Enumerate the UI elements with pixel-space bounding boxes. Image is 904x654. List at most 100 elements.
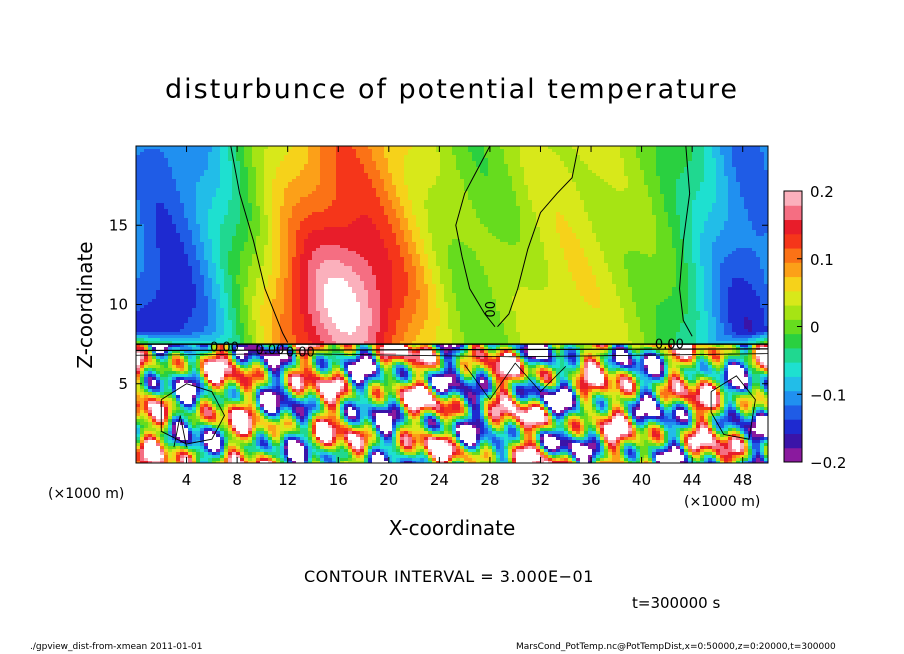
heatmap-cell: [388, 200, 393, 204]
heatmap-cell: [344, 161, 349, 165]
heatmap-cell: [320, 155, 325, 159]
heatmap-cell: [652, 227, 657, 231]
heatmap-cell: [144, 194, 149, 198]
heatmap-cell: [620, 209, 625, 213]
heatmap-cell: [720, 191, 725, 195]
heatmap-cell: [752, 167, 757, 171]
heatmap-cell: [332, 146, 337, 150]
heatmap-cell: [756, 218, 761, 222]
heatmap-cell: [512, 161, 517, 165]
heatmap-cell: [740, 212, 745, 216]
heatmap-cell: [760, 203, 765, 207]
heatmap-cell: [240, 212, 245, 216]
heatmap-cell: [676, 206, 681, 210]
heatmap-cell: [464, 170, 469, 174]
heatmap-cell: [516, 209, 521, 213]
heatmap-cell: [372, 215, 377, 219]
heatmap-cell: [636, 191, 641, 195]
heatmap-cell: [328, 188, 333, 192]
heatmap-cell: [244, 146, 249, 150]
heatmap-cell: [348, 179, 353, 183]
heatmap-cell: [444, 209, 449, 213]
heatmap-cell: [692, 185, 697, 189]
heatmap-cell: [344, 164, 349, 168]
heatmap-cell: [480, 173, 485, 177]
heatmap-cell: [256, 158, 261, 162]
heatmap-cell: [260, 236, 265, 240]
heatmap-cell: [704, 182, 709, 186]
heatmap-cell: [304, 227, 309, 231]
heatmap-cell: [316, 182, 321, 186]
heatmap-cell: [716, 155, 721, 159]
heatmap-cell: [544, 179, 549, 183]
heatmap-cell: [548, 206, 553, 210]
heatmap-cell: [440, 161, 445, 165]
heatmap-cell: [152, 164, 157, 168]
heatmap-cell: [740, 230, 745, 234]
heatmap-cell: [576, 197, 581, 201]
heatmap-cell: [456, 239, 461, 243]
heatmap-cell: [692, 164, 697, 168]
heatmap-cell: [508, 173, 513, 177]
heatmap-cell: [664, 155, 669, 159]
heatmap-cell: [700, 176, 705, 180]
heatmap-cell: [408, 194, 413, 198]
heatmap-cell: [464, 221, 469, 225]
heatmap-cell: [372, 233, 377, 237]
heatmap-cell: [436, 191, 441, 195]
heatmap-cell: [512, 224, 517, 228]
heatmap-cell: [600, 164, 605, 168]
heatmap-cell: [276, 191, 281, 195]
heatmap-cell: [244, 170, 249, 174]
heatmap-cell: [152, 236, 157, 240]
heatmap-cell: [548, 173, 553, 177]
heatmap-cell: [232, 167, 237, 171]
heatmap-cell: [212, 158, 217, 162]
heatmap-cell: [312, 161, 317, 165]
heatmap-cell: [200, 233, 205, 237]
heatmap-cell: [508, 239, 513, 243]
heatmap-cell: [148, 221, 153, 225]
heatmap-cell: [736, 197, 741, 201]
heatmap-cell: [628, 170, 633, 174]
heatmap-cell: [172, 233, 177, 237]
heatmap-cell: [736, 179, 741, 183]
heatmap-cell: [656, 194, 661, 198]
heatmap-cell: [628, 209, 633, 213]
heatmap-cell: [288, 224, 293, 228]
heatmap-cell: [232, 185, 237, 189]
heatmap-cell: [700, 224, 705, 228]
heatmap-cell: [312, 215, 317, 219]
heatmap-cell: [416, 203, 421, 207]
heatmap-cell: [296, 170, 301, 174]
heatmap-cell: [136, 203, 141, 207]
heatmap-cell: [540, 185, 545, 189]
heatmap-cell: [596, 170, 601, 174]
heatmap-cell: [488, 179, 493, 183]
heatmap-cell: [360, 179, 365, 183]
heatmap-cell: [184, 203, 189, 207]
heatmap-cell: [588, 233, 593, 237]
heatmap-cell: [348, 224, 353, 228]
heatmap-cell: [684, 200, 689, 204]
heatmap-cell: [264, 221, 269, 225]
heatmap-cell: [528, 179, 533, 183]
heatmap-cell: [600, 194, 605, 198]
heatmap-cell: [432, 191, 437, 195]
heatmap-cell: [416, 227, 421, 231]
heatmap-cell: [212, 236, 217, 240]
heatmap-cell: [424, 203, 429, 207]
heatmap-cell: [360, 227, 365, 231]
heatmap-cell: [140, 188, 145, 192]
heatmap-cell: [340, 218, 345, 222]
heatmap-cell: [340, 185, 345, 189]
heatmap-cell: [744, 173, 749, 177]
heatmap-cell: [524, 191, 529, 195]
heatmap-cell: [148, 191, 153, 195]
heatmap-cell: [584, 149, 589, 153]
heatmap-cell: [388, 230, 393, 234]
heatmap-cell: [596, 206, 601, 210]
heatmap-cell: [348, 167, 353, 171]
heatmap-cell: [392, 179, 397, 183]
heatmap-cell: [640, 176, 645, 180]
